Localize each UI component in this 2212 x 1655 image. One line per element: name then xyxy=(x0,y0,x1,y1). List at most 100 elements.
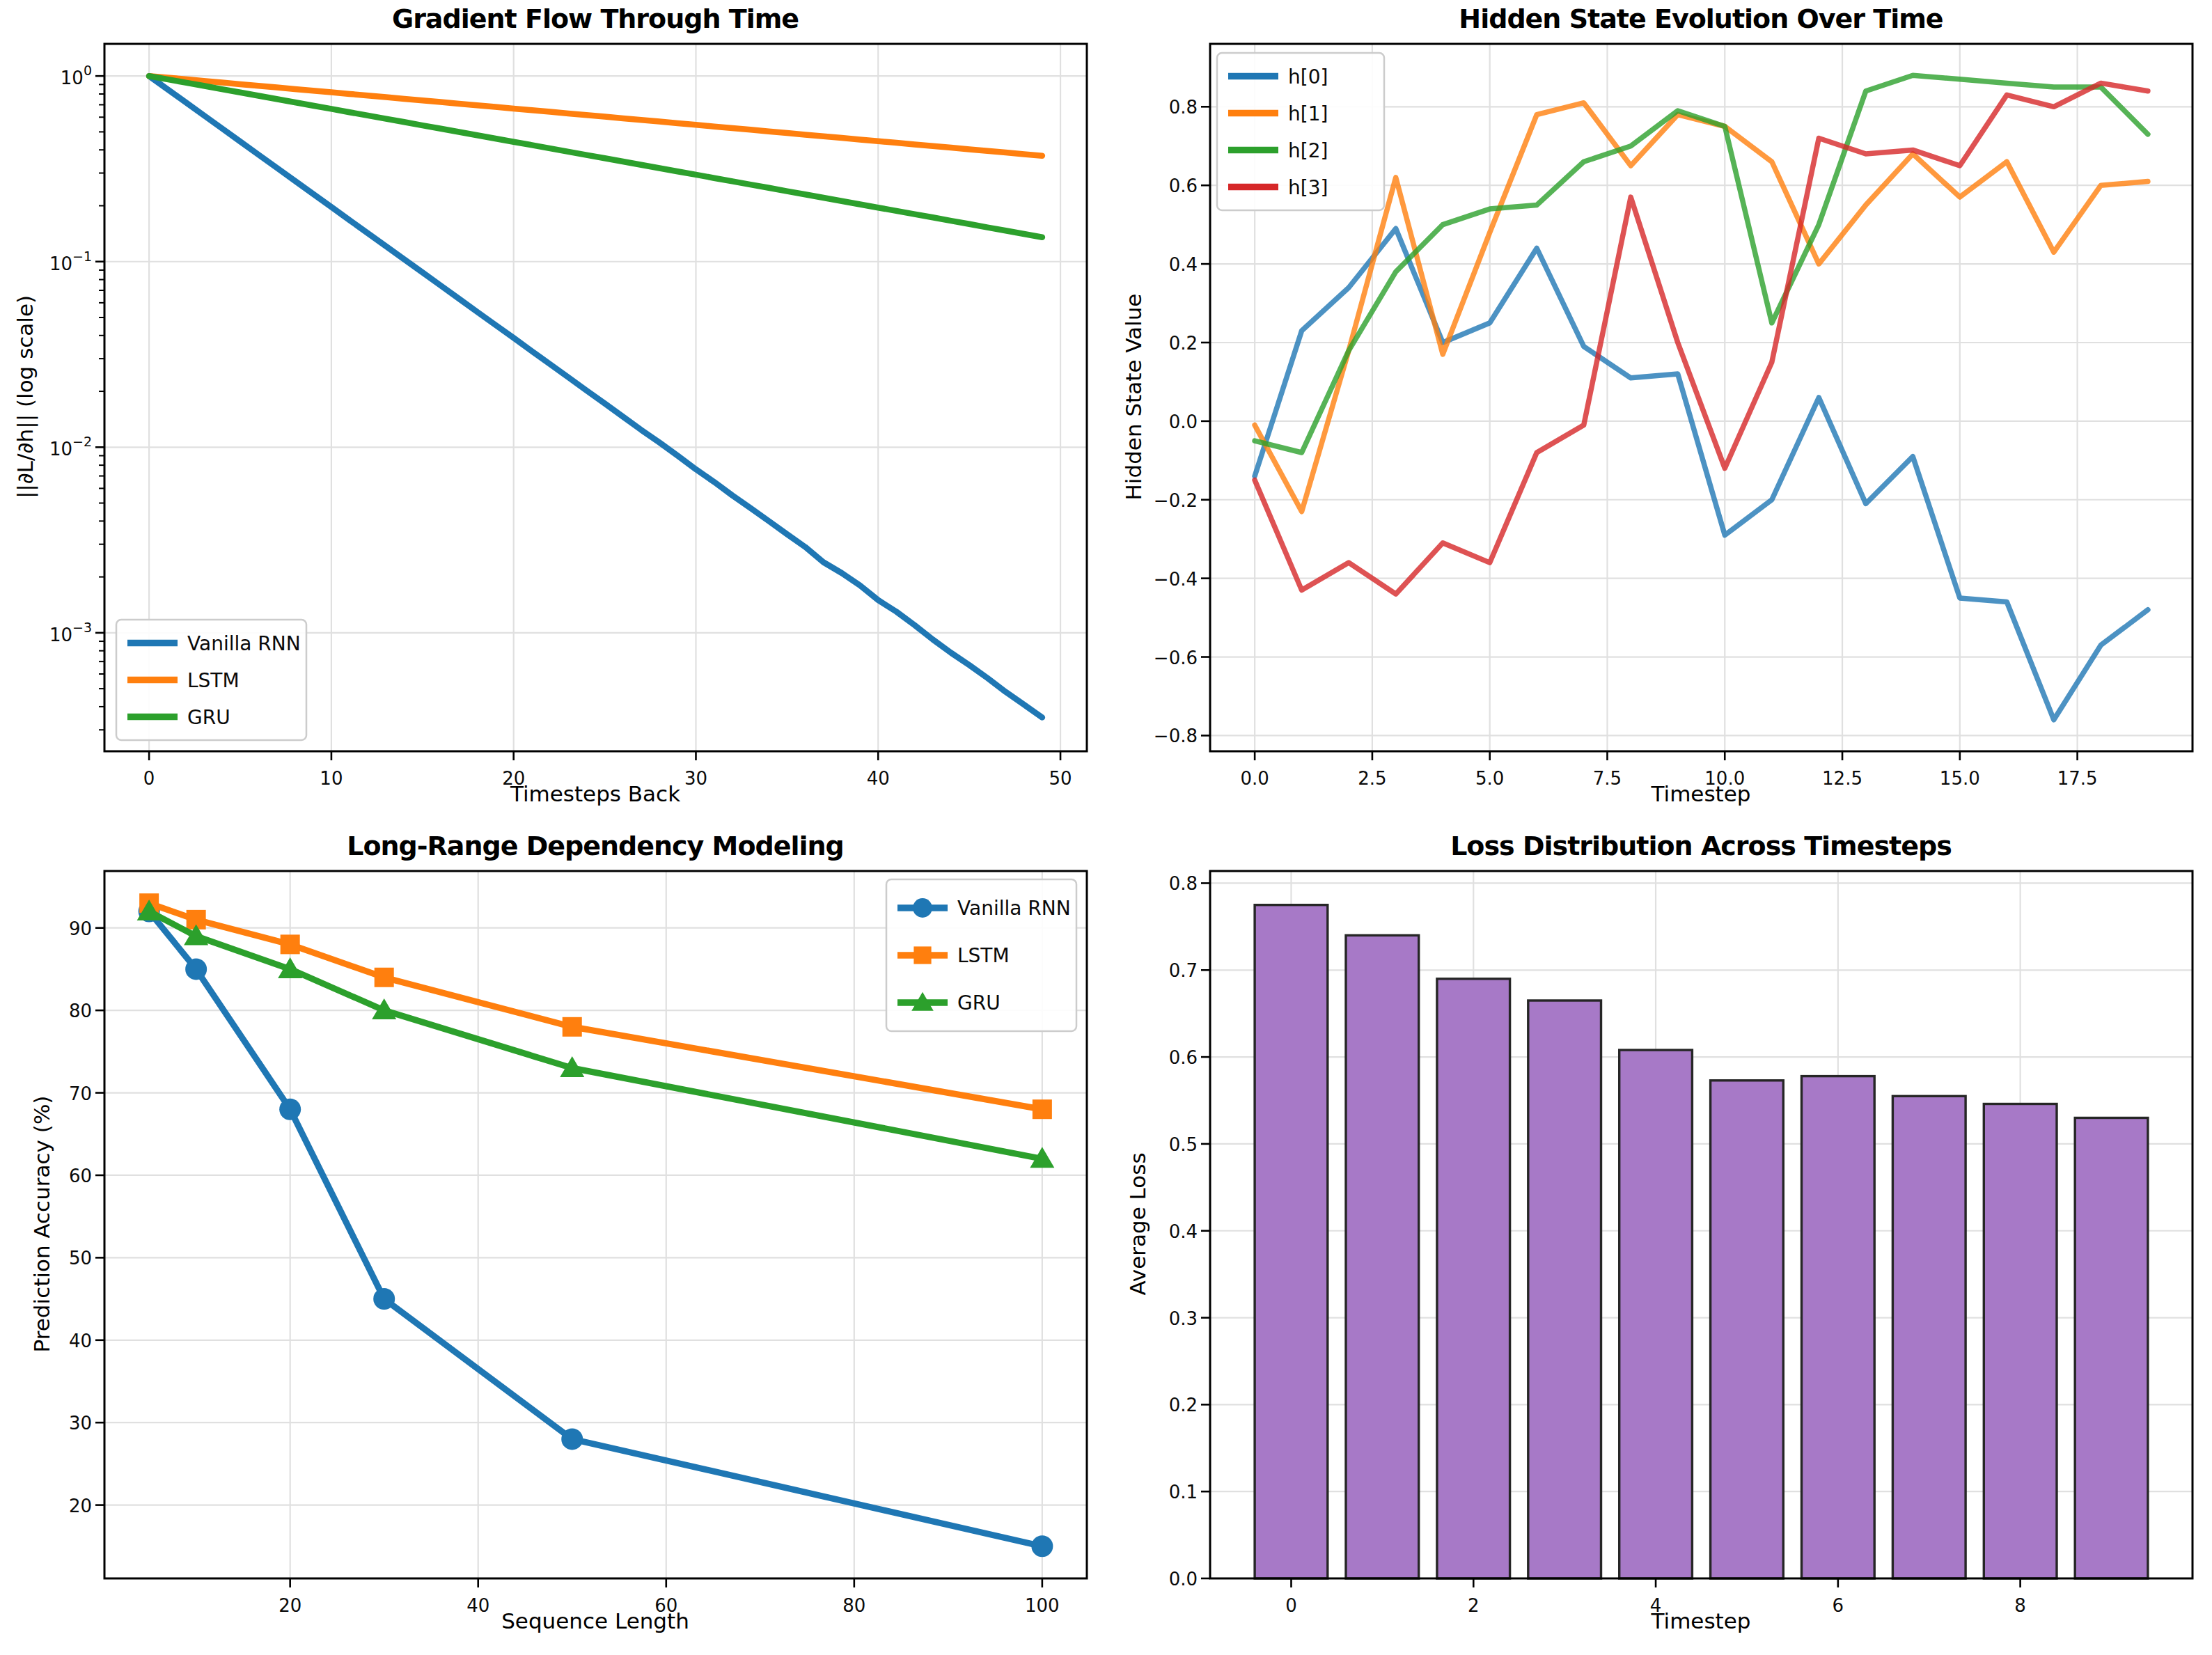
y-tick-label: 0.4 xyxy=(1169,254,1198,275)
series-LSTM xyxy=(149,76,1042,156)
y-tick-label: 90 xyxy=(69,918,92,939)
legend-marker xyxy=(913,946,931,964)
x-axis-label: Timestep xyxy=(1652,1608,1751,1633)
chart-title: Gradient Flow Through Time xyxy=(392,3,799,34)
x-tick-label: 6 xyxy=(1833,1595,1844,1616)
x-tick-label: 0 xyxy=(1285,1595,1297,1616)
x-tick-label: 17.5 xyxy=(2057,768,2098,789)
y-tick-label: 0.1 xyxy=(1169,1482,1198,1503)
bar xyxy=(1619,1050,1693,1578)
y-axis-label: Hidden State Value xyxy=(1121,294,1146,501)
legend-label: h[0] xyxy=(1288,65,1328,88)
y-tick-label: 20 xyxy=(69,1496,92,1516)
y-tick-label: 0.2 xyxy=(1169,1395,1198,1415)
y-axis-label: Prediction Accuracy (%) xyxy=(29,1096,54,1353)
x-tick-label: 2.5 xyxy=(1358,768,1386,789)
y-tick-label: 100 xyxy=(61,63,92,88)
bar xyxy=(1528,1001,1601,1578)
legend-label: h[1] xyxy=(1288,102,1328,125)
data-circle-marker xyxy=(279,1099,301,1120)
y-tick-label: 10−1 xyxy=(49,249,92,274)
x-axis-label: Timesteps Back xyxy=(510,781,680,806)
bar xyxy=(1984,1104,2057,1579)
y-tick-label: 10−2 xyxy=(49,434,92,460)
x-tick-label: 30 xyxy=(684,768,707,789)
x-tick-label: 40 xyxy=(867,768,890,789)
y-tick-label: 40 xyxy=(69,1331,92,1351)
bar xyxy=(1346,935,1419,1578)
y-tick-label: 0.2 xyxy=(1169,333,1198,354)
bar xyxy=(1892,1096,1966,1578)
x-axis-label: Timestep xyxy=(1652,781,1751,806)
data-square-marker xyxy=(1033,1099,1052,1119)
data-square-marker xyxy=(563,1017,582,1037)
y-tick-label: −0.4 xyxy=(1154,569,1198,590)
x-tick-label: 80 xyxy=(842,1595,865,1616)
hidden-state-plot: 0.02.55.07.510.012.515.017.5−0.8−0.6−0.4… xyxy=(1106,0,2212,828)
y-tick-label: −0.2 xyxy=(1154,490,1198,511)
x-tick-label: 0.0 xyxy=(1240,768,1269,789)
data-square-marker xyxy=(375,968,394,987)
data-circle-marker xyxy=(561,1428,583,1450)
y-tick-label: 60 xyxy=(69,1166,92,1186)
legend-label: Vanilla RNN xyxy=(187,632,301,655)
x-tick-label: 7.5 xyxy=(1593,768,1622,789)
x-tick-label: 15.0 xyxy=(1940,768,1980,789)
subplot-hidden-state: 0.02.55.07.510.012.515.017.5−0.8−0.6−0.4… xyxy=(1106,0,2212,828)
chart-title: Hidden State Evolution Over Time xyxy=(1459,3,1943,34)
legend-label: h[2] xyxy=(1288,139,1328,162)
data-circle-marker xyxy=(373,1288,395,1310)
y-tick-label: 0.4 xyxy=(1169,1221,1198,1242)
y-tick-label: 0.0 xyxy=(1169,1569,1198,1590)
x-tick-label: 5.0 xyxy=(1475,768,1504,789)
y-tick-label: −0.6 xyxy=(1154,648,1198,668)
y-tick-label: 0.6 xyxy=(1169,1047,1198,1068)
bar xyxy=(1802,1076,1875,1578)
legend-label: GRU xyxy=(187,706,230,729)
y-tick-label: 0.0 xyxy=(1169,411,1198,432)
chart-title: Long-Range Dependency Modeling xyxy=(347,831,844,861)
legend-label: GRU xyxy=(957,991,1001,1014)
y-tick-label: 0.8 xyxy=(1169,97,1198,118)
y-tick-label: 0.5 xyxy=(1169,1134,1198,1155)
legend-label: LSTM xyxy=(957,944,1010,967)
x-tick-label: 10 xyxy=(320,768,343,789)
legend-marker xyxy=(913,898,932,918)
figure-canvas: 0102030405010010−110−210−3Vanilla RNNLST… xyxy=(0,0,2212,1655)
subplot-long-range: 204060801002030405060708090Vanilla RNNLS… xyxy=(0,827,1106,1655)
x-tick-label: 8 xyxy=(2014,1595,2026,1616)
legend-label: h[3] xyxy=(1288,176,1328,199)
data-square-marker xyxy=(281,934,300,954)
y-tick-label: 80 xyxy=(69,1001,92,1021)
y-tick-label: 0.7 xyxy=(1169,960,1198,981)
x-tick-label: 12.5 xyxy=(1822,768,1862,789)
x-tick-label: 40 xyxy=(466,1595,489,1616)
loss-distribution-plot: 024680.00.10.20.30.40.50.60.70.8 xyxy=(1106,827,2212,1655)
y-tick-label: 70 xyxy=(69,1083,92,1104)
series-GRU xyxy=(149,76,1042,237)
y-tick-label: 10−3 xyxy=(49,620,92,645)
series-h-3- xyxy=(1255,83,2148,594)
data-circle-marker xyxy=(185,958,207,980)
long-range-plot: 204060801002030405060708090Vanilla RNNLS… xyxy=(0,827,1106,1655)
legend-label: LSTM xyxy=(187,669,240,692)
legend-label: Vanilla RNN xyxy=(957,897,1071,920)
x-axis-label: Sequence Length xyxy=(501,1608,689,1633)
x-tick-label: 50 xyxy=(1049,768,1072,789)
y-tick-label: −0.8 xyxy=(1154,725,1198,746)
x-tick-label: 0 xyxy=(143,768,155,789)
y-tick-label: 30 xyxy=(69,1413,92,1434)
x-tick-label: 100 xyxy=(1025,1595,1060,1616)
x-tick-label: 2 xyxy=(1468,1595,1480,1616)
series-h-0- xyxy=(1255,228,2148,720)
subplot-loss-distribution: 024680.00.10.20.30.40.50.60.70.8 Loss Di… xyxy=(1106,827,2212,1655)
chart-title: Loss Distribution Across Timesteps xyxy=(1450,831,1952,861)
bar xyxy=(2075,1118,2148,1579)
subplot-gradient-flow: 0102030405010010−110−210−3Vanilla RNNLST… xyxy=(0,0,1106,828)
bar xyxy=(1255,905,1328,1578)
y-tick-label: 0.8 xyxy=(1169,873,1198,894)
x-tick-label: 20 xyxy=(279,1595,301,1616)
y-axis-label: Average Loss xyxy=(1125,1152,1150,1295)
bar xyxy=(1711,1081,1784,1578)
y-axis-label: ||∂L/∂h|| (log scale) xyxy=(13,295,38,499)
